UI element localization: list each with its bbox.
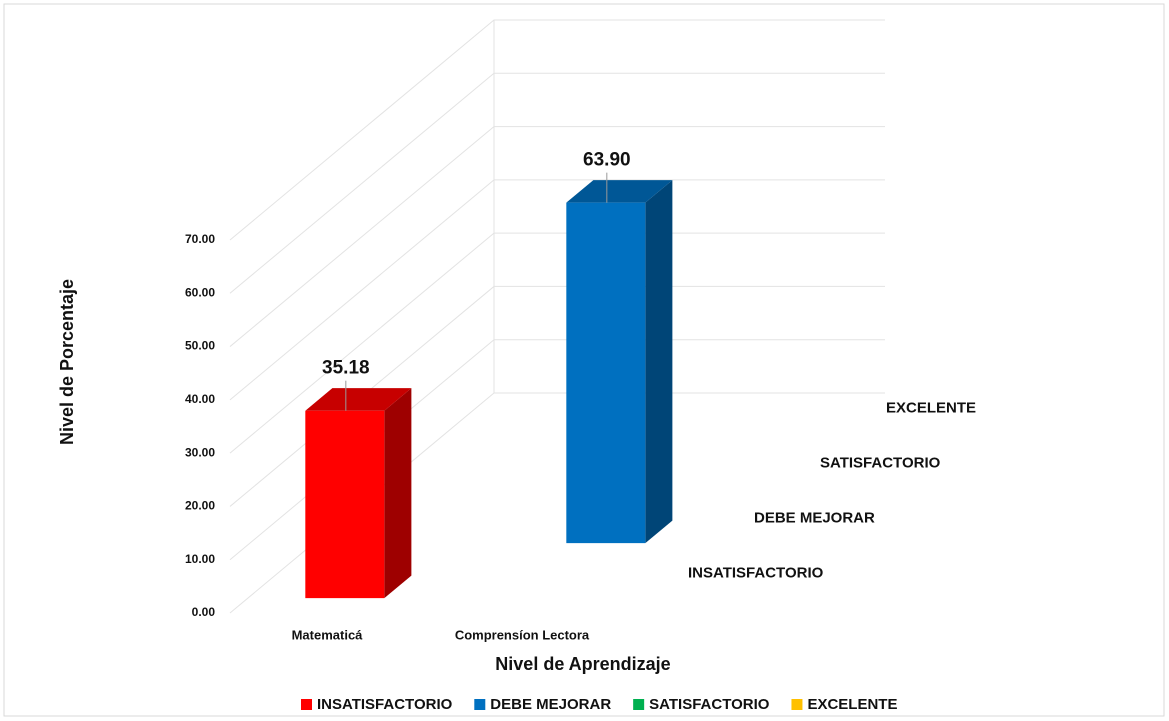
y-tick-label: 0.00 [192,605,216,619]
depth-axis-label: EXCELENTE [886,399,976,416]
legend-label: INSATISFACTORIO [317,696,453,713]
data-label: 35.18 [322,358,370,379]
y-tick-label: 20.00 [185,499,215,513]
x-tick-label: Comprensíon Lectora [455,627,590,642]
legend-label: SATISFACTORIO [649,696,770,713]
bar-top [305,388,412,411]
y-tick-label: 60.00 [185,285,215,299]
legend-label: DEBE MEJORAR [490,696,611,713]
y-tick-label: 10.00 [185,552,215,566]
depth-axis-label: SATISFACTORIO [820,454,941,471]
bar-side [645,180,673,544]
y-axis-title: Nivel de Porcentaje [57,279,77,445]
y-tick-label: 30.00 [185,445,215,459]
legend-swatch [474,699,486,710]
x-axis-title: Nivel de Aprendizaje [495,654,670,674]
bar [566,202,646,544]
legend-swatch [301,699,312,710]
bar-side [384,388,412,599]
y-tick-label: 40.00 [185,392,215,406]
legend-swatch [791,699,803,710]
x-tick-label: Matematicá [292,627,364,642]
legend-swatch [633,699,645,710]
depth-axis-label: DEBE MEJORAR [754,509,875,526]
y-tick-label: 50.00 [185,339,215,353]
depth-axis-label: INSATISFACTORIO [688,564,824,581]
data-label: 63.90 [583,150,631,171]
bar-top [566,180,673,203]
bar [305,410,385,599]
y-tick-label: 70.00 [185,232,215,246]
legend-label: EXCELENTE [807,696,897,713]
